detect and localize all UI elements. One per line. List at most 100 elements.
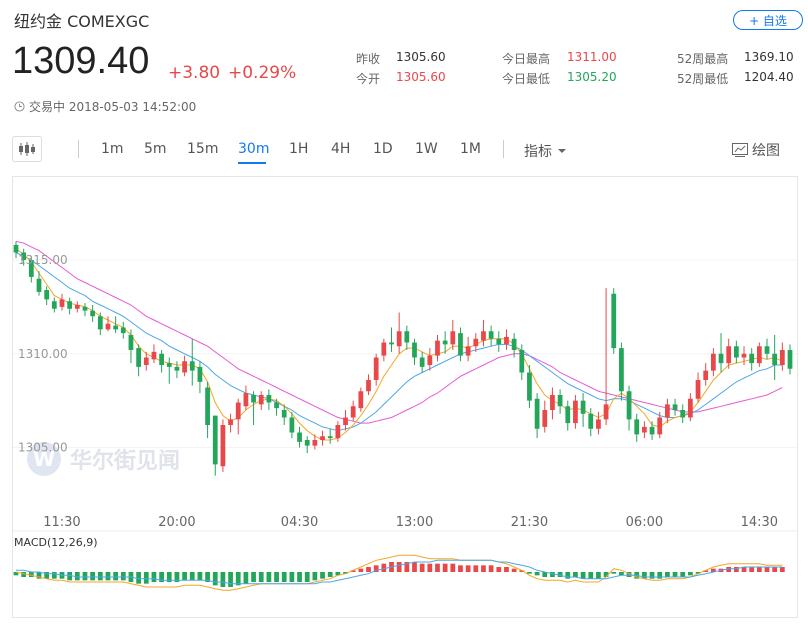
candle-body xyxy=(304,440,310,446)
candle-body xyxy=(695,380,701,399)
candle xyxy=(74,301,80,313)
candle-body xyxy=(289,417,295,433)
macd-bar xyxy=(473,565,479,572)
indicator-dropdown[interactable]: 指标 xyxy=(524,141,567,161)
candle xyxy=(228,413,233,433)
macd-bar xyxy=(350,570,356,572)
candle-body xyxy=(672,404,678,410)
x-tick-label: 06:00 xyxy=(626,515,663,530)
candle xyxy=(358,387,364,412)
candle xyxy=(588,408,594,437)
candle xyxy=(603,288,609,425)
stat-label-52w-low: 52周最低 xyxy=(677,72,729,86)
candle xyxy=(235,398,241,435)
draw-button[interactable]: 绘图 xyxy=(732,140,780,160)
instrument-title: 纽约金 COMEXGC xyxy=(14,12,150,31)
candle-body xyxy=(634,419,640,435)
candle xyxy=(327,428,333,444)
candle-body xyxy=(657,417,663,435)
macd-bar xyxy=(741,567,747,572)
trading-status-text: 交易中 2018-05-03 14:52:00 xyxy=(29,100,197,114)
candle-body xyxy=(688,398,693,418)
candle-body xyxy=(136,348,141,367)
candle-body xyxy=(496,338,502,345)
macd-bar xyxy=(642,572,647,579)
macd-bar xyxy=(695,572,701,574)
macd-bar xyxy=(626,572,632,577)
indicator-label: 指标 xyxy=(524,144,552,160)
timeframe-30m[interactable]: 30m xyxy=(238,141,270,157)
clock-icon xyxy=(14,101,25,112)
macd-bar xyxy=(28,572,34,577)
add-favorite-button[interactable]: + 自选 xyxy=(733,10,803,30)
candle xyxy=(458,327,463,362)
candle xyxy=(166,357,172,384)
candle-body xyxy=(596,419,601,429)
timeframe-1m[interactable]: 1m xyxy=(101,141,124,157)
stat-value-52w-low: 1204.40 xyxy=(744,70,794,84)
macd-bar xyxy=(358,568,364,572)
macd-bar xyxy=(44,572,50,579)
candle xyxy=(36,271,42,296)
macd-bar xyxy=(619,572,624,576)
timeframe-15m[interactable]: 15m xyxy=(187,141,219,157)
candle xyxy=(151,344,157,364)
candle xyxy=(266,389,272,410)
macd-bar xyxy=(527,572,532,574)
toolbar-divider xyxy=(503,140,504,158)
candle xyxy=(756,342,762,367)
candlestick-icon xyxy=(19,142,35,156)
candle-body xyxy=(450,331,456,345)
macd-bar xyxy=(197,572,203,581)
candle-body xyxy=(373,357,379,380)
candle-body xyxy=(381,342,387,356)
macd-bar xyxy=(458,565,463,572)
macd-bar xyxy=(281,572,287,582)
candle-body xyxy=(718,353,724,364)
candle-body xyxy=(749,353,755,364)
timeframe-1h[interactable]: 1H xyxy=(289,141,309,157)
watermark-text: 华尔街见闻 xyxy=(70,448,180,474)
candle-body xyxy=(488,331,494,339)
macd-bar xyxy=(450,563,456,572)
timeframe-1mo[interactable]: 1M xyxy=(460,141,481,157)
candle xyxy=(281,404,287,425)
candle-body xyxy=(649,426,655,435)
x-tick-label: 20:00 xyxy=(158,515,195,530)
candle xyxy=(619,342,624,401)
candle xyxy=(197,361,203,394)
timeframe-5m[interactable]: 5m xyxy=(144,141,167,157)
candle xyxy=(703,363,709,386)
macd-bar xyxy=(427,563,433,572)
candle xyxy=(412,338,417,365)
macd-bar xyxy=(243,572,249,584)
candle xyxy=(220,419,226,472)
chart-area[interactable] xyxy=(12,176,798,618)
timeframe-4h[interactable]: 4H xyxy=(331,141,351,157)
timeframe-1d[interactable]: 1D xyxy=(373,141,393,157)
candle xyxy=(665,398,670,424)
candle xyxy=(726,338,732,369)
active-timeframe-indicator xyxy=(238,162,266,164)
stat-label-day-low: 今日最低 xyxy=(502,72,551,86)
timeframe-1w[interactable]: 1W xyxy=(415,141,438,157)
x-tick-label: 11:30 xyxy=(43,515,80,530)
candle xyxy=(143,351,149,371)
candle-body xyxy=(82,306,88,311)
candle-body xyxy=(366,380,371,392)
macd-bar xyxy=(327,572,333,577)
candle-body xyxy=(266,395,272,403)
macd-bar xyxy=(419,563,425,572)
candle-body xyxy=(67,301,73,309)
macd-bar xyxy=(580,572,586,579)
macd-dif-line xyxy=(15,554,783,591)
candle-body xyxy=(13,245,19,253)
candle-body xyxy=(511,338,517,350)
last-price: 1309.40 xyxy=(12,40,150,82)
candle xyxy=(251,391,256,425)
macd-bar xyxy=(565,572,571,579)
chart-type-button[interactable] xyxy=(12,136,42,162)
macd-bar xyxy=(481,565,486,572)
candle-body xyxy=(779,350,785,365)
